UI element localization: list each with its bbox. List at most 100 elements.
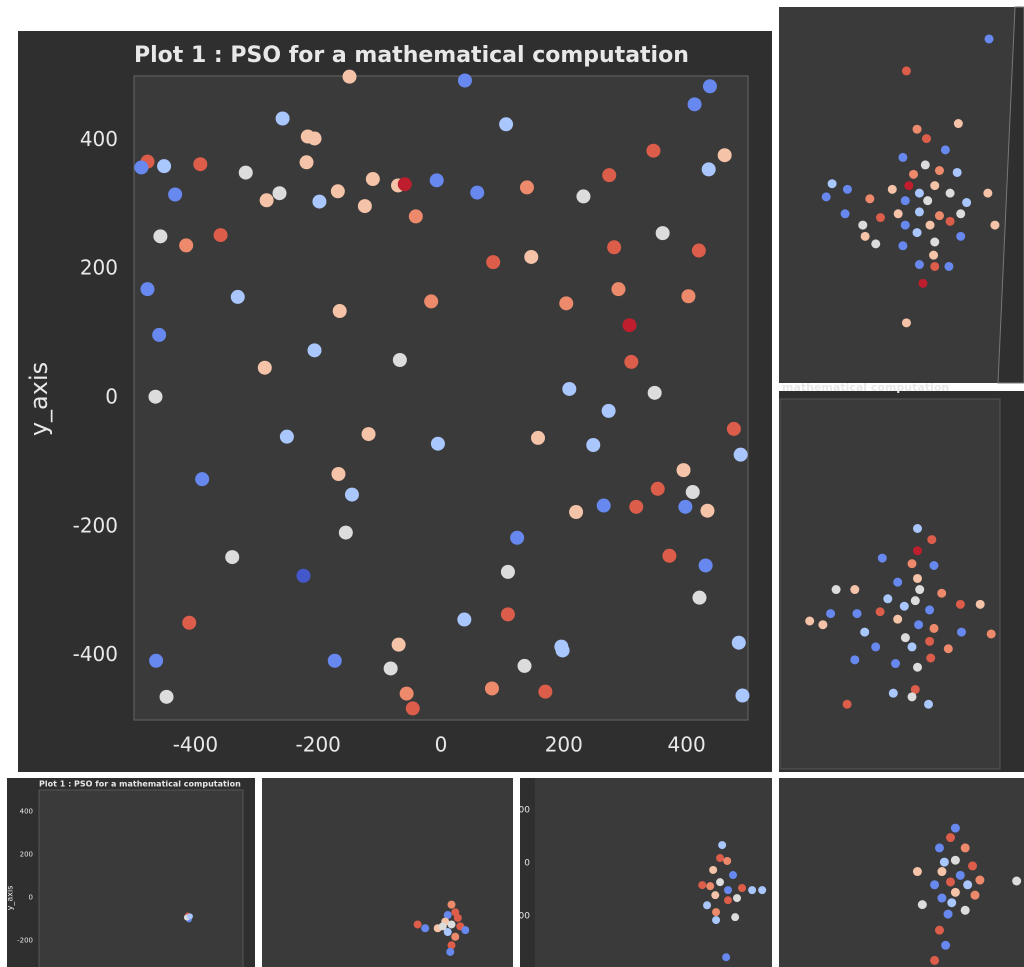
scatter-point	[701, 162, 716, 177]
scatter-point	[818, 620, 828, 630]
scatter-point	[871, 239, 881, 249]
scatter-point	[332, 304, 347, 319]
scatter-point	[629, 499, 644, 514]
scatter-point	[327, 653, 342, 668]
scatter-point	[723, 886, 732, 895]
scatter-point	[943, 909, 953, 919]
scatter-point	[338, 525, 353, 540]
scatter-point	[970, 890, 980, 900]
scatter-point	[887, 184, 897, 194]
scatter-point	[962, 198, 972, 208]
scatter-point	[901, 318, 911, 328]
scatter-point	[722, 953, 731, 962]
scatter-point	[888, 688, 898, 698]
scatter-point	[929, 250, 939, 260]
scatter-point	[918, 278, 928, 288]
scatter-point	[399, 686, 414, 701]
scatter-point	[912, 228, 922, 238]
scatter-point	[447, 920, 456, 929]
scatter-point	[397, 177, 412, 192]
scatter-point	[405, 701, 420, 716]
scatter-point	[955, 870, 965, 880]
scatter-point	[500, 607, 515, 622]
scatter-point	[939, 857, 949, 867]
scatter-point	[330, 184, 345, 199]
scatter-point	[913, 546, 922, 556]
scatter-point	[723, 856, 732, 865]
top-right-panel	[779, 7, 1024, 383]
y-tick-label: 200	[20, 851, 33, 859]
scatter-point	[860, 231, 870, 241]
scatter-point	[925, 605, 935, 615]
scatter-point	[312, 194, 327, 209]
scatter-point	[531, 430, 546, 445]
scatter-point	[712, 916, 721, 925]
scatter-point	[877, 553, 887, 563]
scatter-point	[299, 155, 314, 170]
scatter-point	[647, 385, 662, 400]
scatter-point	[913, 662, 922, 672]
scatter-point	[413, 920, 422, 929]
scatter-point	[159, 689, 174, 704]
scatter-point	[443, 911, 452, 920]
scatter-point	[601, 403, 616, 418]
scatter-point	[914, 620, 924, 630]
y-axis-label: y_axis	[6, 886, 15, 911]
scatter-point	[926, 653, 936, 663]
scatter-point	[826, 609, 836, 619]
scatter-point	[703, 901, 712, 910]
panel	[413, 900, 470, 956]
scatter-point	[929, 623, 939, 633]
scatter-point	[891, 659, 900, 669]
scatter-point	[758, 886, 767, 895]
scatter-point	[975, 875, 985, 885]
scatter-point	[698, 881, 707, 890]
scatter-point	[934, 166, 944, 176]
scatter-point	[149, 653, 164, 668]
scatter-point	[898, 152, 908, 162]
scatter-point	[238, 165, 253, 180]
scatter-point	[842, 184, 852, 194]
panel	[805, 524, 996, 709]
panel: Plot 1 : PSO for a mathematical computat…	[25, 43, 750, 757]
y-tick-label: 0	[524, 859, 530, 869]
scatter-point	[912, 124, 922, 134]
scatter-point	[193, 157, 208, 172]
scatter-point	[904, 181, 914, 191]
scatter-point	[738, 884, 747, 893]
scatter-point	[858, 220, 868, 230]
scatter-point	[257, 360, 272, 375]
scatter-point	[910, 596, 920, 606]
scatter-point	[731, 635, 746, 650]
scatter-point	[937, 588, 947, 598]
scatter-point	[148, 389, 163, 404]
scatter-point	[883, 594, 893, 604]
scatter-point	[230, 289, 245, 304]
y-tick-label: -200	[73, 513, 118, 537]
scatter-point	[279, 429, 294, 444]
scatter-point	[272, 186, 287, 201]
scatter-point	[624, 354, 639, 369]
scatter-point	[735, 688, 750, 703]
scatter-point	[831, 585, 841, 595]
scatter-point	[365, 172, 380, 187]
scatter-point	[729, 871, 738, 880]
scatter-point	[421, 924, 430, 933]
scatter-point	[700, 503, 715, 518]
scatter-point	[733, 447, 748, 462]
scatter-point	[430, 436, 445, 451]
scatter-point	[259, 193, 274, 208]
scatter-point	[438, 922, 447, 931]
scatter-point	[429, 173, 444, 188]
x-tick-label: -200	[296, 733, 341, 757]
scatter-point	[179, 238, 194, 253]
scatter-point	[950, 887, 960, 897]
scatter-point	[956, 231, 966, 241]
bottom-panel-4	[779, 778, 1024, 967]
scatter-point	[461, 926, 470, 935]
scatter-point	[681, 289, 696, 304]
scatter-point	[893, 577, 903, 587]
scatter-point	[443, 928, 452, 937]
scatter-point	[963, 880, 973, 890]
